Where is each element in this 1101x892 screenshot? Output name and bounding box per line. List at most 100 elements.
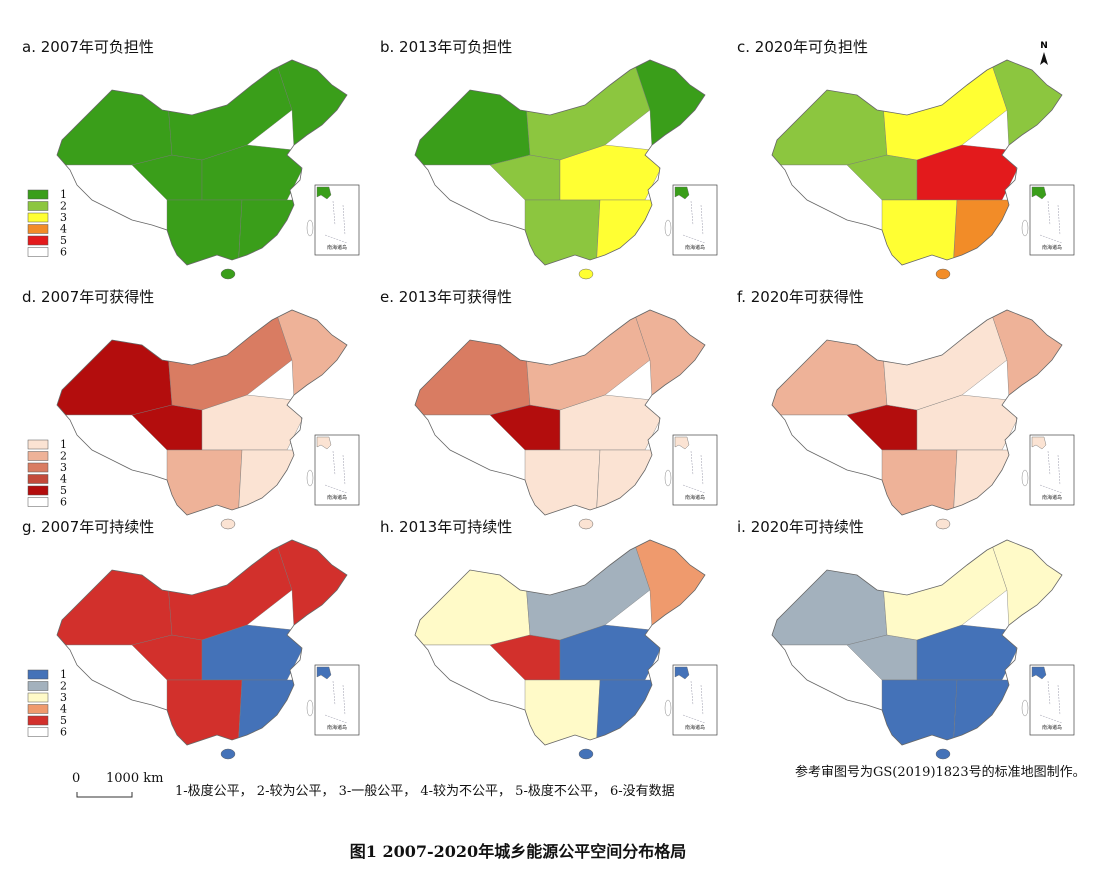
inset-frame (314, 664, 360, 736)
map-note: 参考审图号为GS(2019)1823号的标准地图制作。 (795, 764, 1086, 780)
legend-swatch (27, 715, 49, 726)
legend-label: 1 (60, 188, 67, 201)
legend-label: 2 (60, 680, 67, 693)
taiwan (306, 699, 314, 717)
inset-frame (314, 434, 360, 506)
country-outline (414, 309, 706, 516)
inset-coast (1031, 186, 1047, 200)
taiwan (664, 219, 672, 237)
province-group (415, 569, 531, 646)
legend-label: 5 (60, 234, 67, 247)
legend-swatch (27, 704, 49, 714)
taiwan (664, 699, 672, 717)
inset-islands (1039, 200, 1063, 244)
legend-label: 1 (60, 668, 67, 681)
panel-title: e. 2013年可获得性 (380, 288, 512, 306)
country-outline (56, 59, 348, 266)
inset: 南海诸岛 (314, 184, 360, 256)
panel-title: b. 2013年可负担性 (380, 38, 512, 56)
inset-frame (314, 184, 360, 256)
panel-title: c. 2020年可负担性 (737, 38, 868, 56)
inset-islands (324, 680, 348, 724)
inset: 南海诸岛 (672, 434, 718, 506)
inset: 南海诸岛 (314, 434, 360, 506)
inset-frame (1029, 434, 1075, 506)
inset-label: 南海诸岛 (327, 724, 347, 731)
inset-coast (316, 666, 332, 680)
province-group (524, 310, 651, 411)
legend-label: 3 (60, 691, 67, 704)
inset-label: 南海诸岛 (1042, 244, 1062, 251)
legend-label: 5 (60, 484, 67, 497)
inset-coast (674, 666, 690, 680)
province-group (415, 89, 531, 166)
inset-frame (672, 664, 718, 736)
legend-swatch (27, 462, 49, 473)
province-group (166, 540, 293, 641)
legend-swatch (27, 485, 49, 496)
province-group (772, 339, 888, 416)
panel-title: i. 2020年可持续性 (737, 518, 864, 536)
hainan (578, 748, 594, 760)
scale-zero: 0 (72, 771, 80, 786)
province-group (166, 310, 293, 411)
province-group (881, 540, 1008, 641)
inset-label: 南海诸岛 (685, 244, 705, 251)
province-group (415, 339, 531, 416)
inset-frame (672, 184, 718, 256)
inset-frame (1029, 184, 1075, 256)
country-outline (771, 309, 1063, 516)
inset-frame (672, 434, 718, 506)
inset-islands (682, 450, 706, 494)
inset: 南海诸岛 (1029, 434, 1075, 506)
legend-swatch (27, 727, 49, 737)
taiwan (306, 219, 314, 237)
legend-swatch (27, 201, 49, 211)
country-outline (414, 59, 706, 266)
inset: 南海诸岛 (1029, 184, 1075, 256)
inset-coast (316, 436, 332, 450)
legend-swatch (27, 474, 49, 484)
inset-label: 南海诸岛 (327, 494, 347, 501)
panel-title: f. 2020年可获得性 (737, 288, 864, 306)
hainan (220, 268, 236, 280)
hainan (220, 748, 236, 760)
scale-distance: 1000 km (106, 771, 163, 786)
inset: 南海诸岛 (1029, 664, 1075, 736)
inset-islands (324, 200, 348, 244)
inset-coast (1031, 436, 1047, 450)
legend-label: 2 (60, 450, 67, 463)
inset-label: 南海诸岛 (1042, 724, 1062, 731)
legend-label: 2 (60, 200, 67, 213)
hainan (935, 268, 951, 280)
figure-caption: 图1 2007-2020年城乡能源公平空间分布格局 (350, 842, 686, 861)
province-group (57, 569, 173, 646)
inset-label: 南海诸岛 (327, 244, 347, 251)
north-arrow (1040, 52, 1048, 65)
taiwan (664, 469, 672, 487)
taiwan (1021, 219, 1029, 237)
legend-swatch (27, 692, 49, 703)
legend-label: 1 (60, 438, 67, 451)
legend-label: 6 (60, 496, 67, 509)
country-outline (56, 539, 348, 746)
legend-label: 3 (60, 211, 67, 224)
panel-title: a. 2007年可负担性 (22, 38, 154, 56)
panel-title: h. 2013年可持续性 (380, 518, 512, 536)
country-outline (771, 539, 1063, 746)
province-group (881, 310, 1008, 411)
legend-swatch (27, 235, 49, 246)
country-outline (56, 309, 348, 516)
inset-label: 南海诸岛 (685, 724, 705, 731)
taiwan (1021, 469, 1029, 487)
legend-label: 4 (60, 223, 67, 236)
